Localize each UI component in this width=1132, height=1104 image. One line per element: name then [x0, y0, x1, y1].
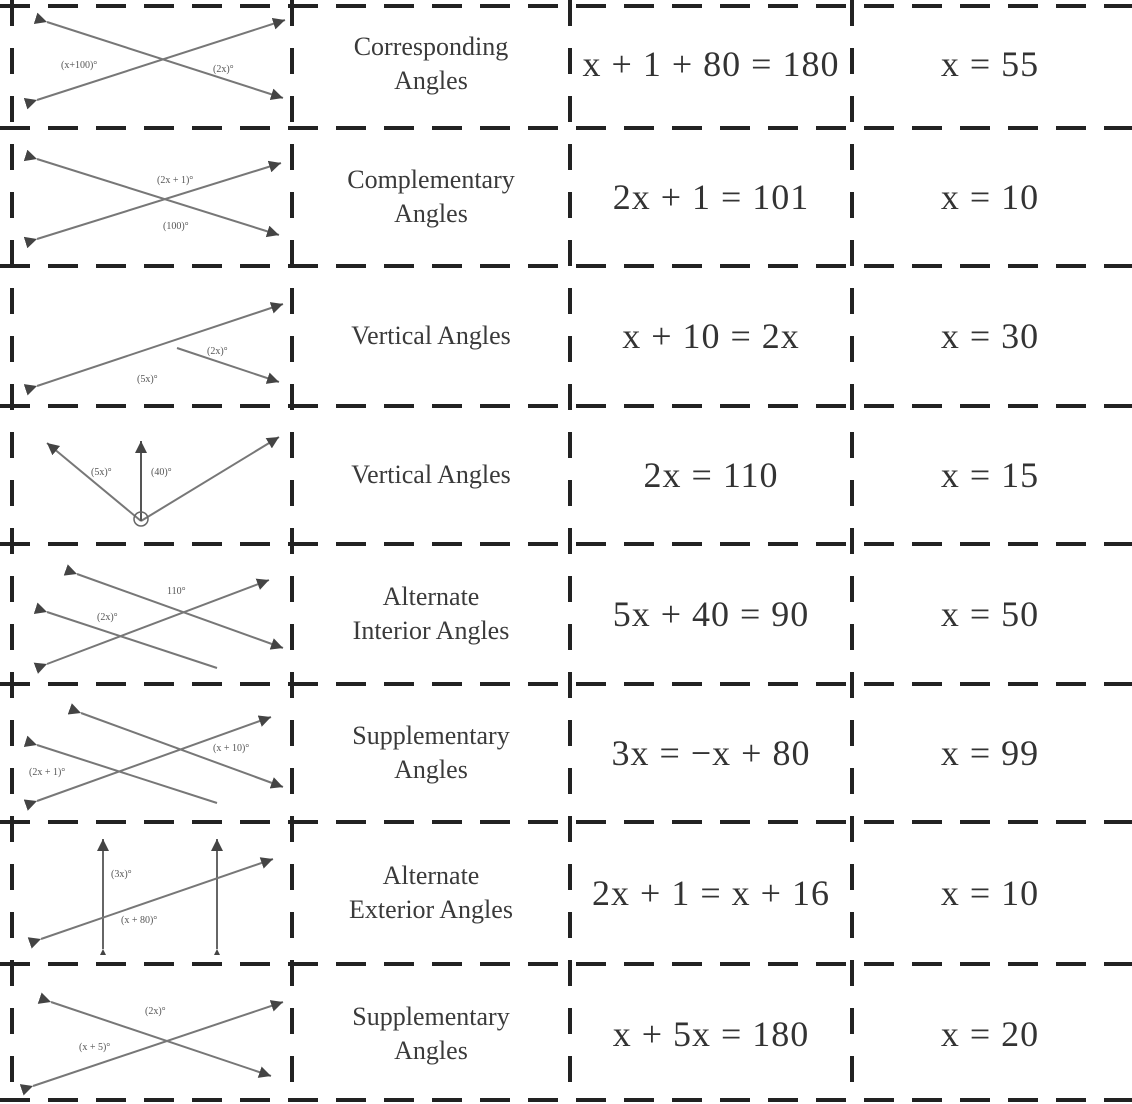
angle-type-label: Complementary Angles: [347, 165, 515, 228]
angle-label: (5x)°: [137, 374, 158, 385]
diagram-cell: (2x + 1)° (100)°: [12, 128, 292, 266]
angle-diagram: (2x)° (5x)°: [23, 302, 284, 396]
angle-label: (5x)°: [91, 467, 112, 478]
angle-type-label: Vertical Angles: [351, 460, 511, 489]
diagram-cell: (x+100)° (2x)°: [12, 0, 292, 128]
angle-type-label: Supplementary Angles: [352, 1002, 510, 1065]
angle-label: 110°: [167, 586, 186, 597]
angle-diagram: (5x)° (40)°: [46, 436, 280, 527]
equation: 2x + 1 = 101: [612, 177, 810, 217]
table-row: (x+100)° (2x)° Corresponding Angles x + …: [0, 0, 1132, 128]
diagram-cell: (x + 10)° (2x + 1)°: [12, 684, 292, 822]
angle-type-label: Vertical Angles: [351, 321, 511, 350]
equation: x + 5x = 180: [612, 1014, 810, 1054]
angle-label: (2x + 1)°: [157, 175, 193, 186]
angle-type-label: Corresponding Angles: [353, 32, 509, 95]
angle-type-label: Alternate Interior Angles: [352, 582, 510, 645]
angle-label: (2x)°: [145, 1006, 166, 1017]
equation: 5x + 40 = 90: [612, 594, 810, 634]
angle-diagram: (x+100)° (2x)°: [23, 12, 286, 110]
angle-label: (2x + 1)°: [29, 767, 65, 778]
angle-label: (3x)°: [111, 869, 132, 880]
angle-diagram: (3x)° (x + 80)°: [27, 839, 274, 955]
diagram-cell: (2x)° (x + 5)°: [12, 964, 292, 1104]
table-row: (2x)° (x + 5)° Supplementary Angles x + …: [0, 964, 1132, 1104]
equation: 3x = −x + 80: [611, 733, 811, 773]
angle-label: (x + 5)°: [79, 1042, 110, 1053]
answer: x = 10: [940, 177, 1040, 217]
angle-diagram: (x + 10)° (2x + 1)°: [23, 703, 284, 811]
diagram-cell: 110° (2x)°: [12, 544, 292, 684]
angle-label: (2x)°: [213, 64, 234, 75]
angle-type-label: Supplementary Angles: [352, 721, 510, 784]
angle-label: (x + 80)°: [121, 915, 157, 926]
equation: x + 10 = 2x: [622, 316, 800, 356]
equation: 2x = 110: [643, 455, 779, 495]
equation: x + 1 + 80 = 180: [582, 44, 840, 84]
answer: x = 55: [940, 44, 1040, 84]
answer: x = 30: [940, 316, 1040, 356]
table-row: (5x)° (40)° Vertical Angles 2x = 110 x =…: [0, 406, 1132, 544]
answer: x = 10: [940, 873, 1040, 913]
table-row: (2x)° (5x)° Vertical Angles x + 10 = 2x …: [0, 266, 1132, 406]
answer: x = 99: [940, 733, 1040, 773]
answer: x = 50: [940, 594, 1040, 634]
answer: x = 20: [940, 1014, 1040, 1054]
angle-label: (2x)°: [97, 612, 118, 623]
angle-label: (40)°: [151, 467, 172, 478]
angle-label: (100)°: [163, 221, 189, 232]
diagram-cell: (3x)° (x + 80)°: [12, 822, 292, 964]
table-row: (3x)° (x + 80)° Alternate Exterior Angle…: [0, 822, 1132, 964]
table-row: (2x + 1)° (100)° Complementary Angles 2x…: [0, 128, 1132, 266]
equation: 2x + 1 = x + 16: [592, 873, 830, 913]
angle-diagram: (2x)° (x + 5)°: [19, 992, 284, 1096]
angle-diagram: (2x + 1)° (100)°: [23, 149, 282, 249]
angle-label: (x + 10)°: [213, 743, 249, 754]
table-row: (x + 10)° (2x + 1)° Supplementary Angles…: [0, 684, 1132, 822]
angle-label: (2x)°: [207, 346, 228, 357]
table-row: 110° (2x)° Alternate Interior Angles 5x …: [0, 544, 1132, 684]
answer: x = 15: [940, 455, 1040, 495]
angle-label: (x+100)°: [61, 60, 97, 71]
diagram-cell: (2x)° (5x)°: [12, 266, 292, 406]
angle-diagram: 110° (2x)°: [33, 564, 284, 674]
angle-type-label: Alternate Exterior Angles: [349, 861, 513, 924]
diagram-cell: (5x)° (40)°: [12, 406, 292, 544]
